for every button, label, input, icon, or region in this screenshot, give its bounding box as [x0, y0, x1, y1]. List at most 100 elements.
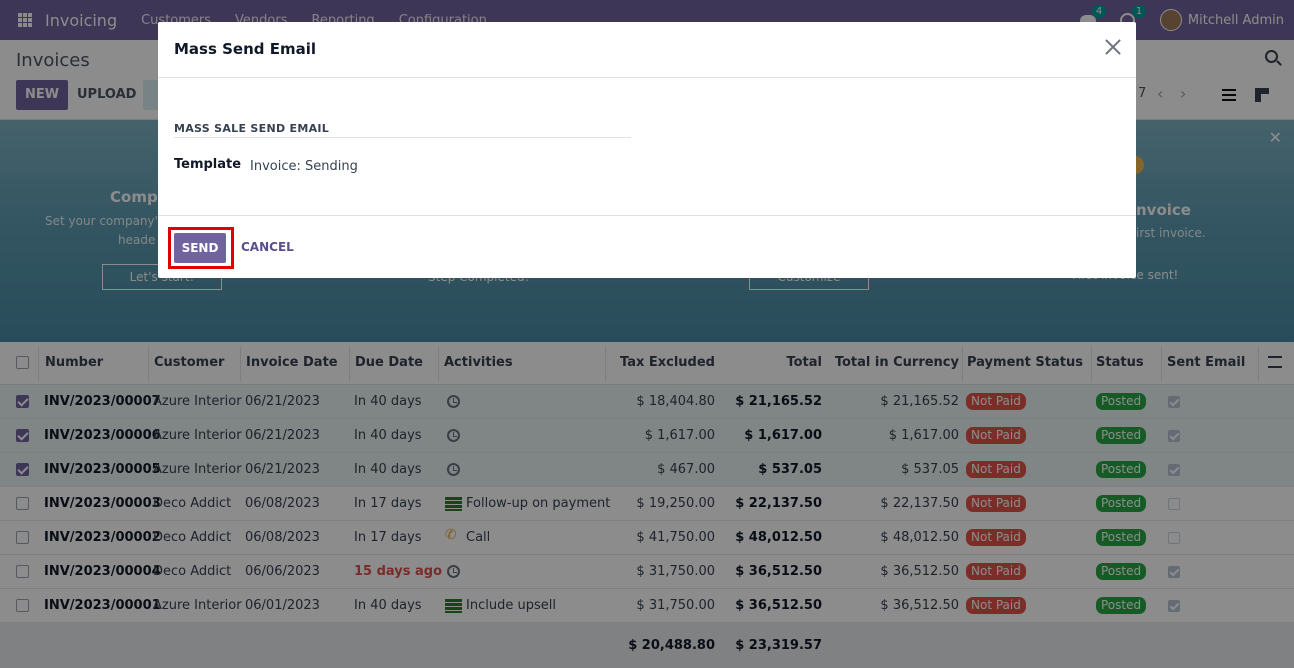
cell-invoice-date: 06/08/2023 [245, 496, 320, 511]
cell-total: $ 537.05 [758, 462, 822, 477]
header-number[interactable]: Number [45, 355, 104, 370]
kanban-view-icon[interactable] [1255, 88, 1269, 102]
table-row[interactable]: INV/2023/00004 Deco Addict 06/06/2023 15… [0, 555, 1294, 589]
cell-tax-excluded: $ 31,750.00 [636, 564, 715, 579]
header-tax-excluded[interactable]: Tax Excluded [620, 355, 715, 370]
sent-email-checkbox [1168, 532, 1180, 544]
row-checkbox[interactable] [16, 429, 29, 442]
table-row[interactable]: INV/2023/00007 Azure Interior 06/21/2023… [0, 385, 1294, 419]
header-invoice-date[interactable]: Invoice Date [246, 355, 338, 370]
header-customer[interactable]: Customer [154, 355, 225, 370]
cell-invoice-date: 06/01/2023 [245, 598, 320, 613]
cell-number: INV/2023/00005 [44, 462, 161, 477]
activity-clock-icon[interactable] [447, 565, 460, 578]
row-checkbox[interactable] [16, 463, 29, 476]
selection-button[interactable] [143, 80, 161, 110]
activity-clock-icon[interactable] [447, 463, 460, 476]
cell-total: $ 36,512.50 [735, 598, 822, 613]
select-all-checkbox[interactable] [16, 356, 29, 369]
cell-customer: Azure Interior [153, 394, 242, 409]
activity-clock-icon[interactable] [447, 429, 460, 442]
cell-total-currency: $ 36,512.50 [880, 564, 959, 579]
cell-invoice-date: 06/06/2023 [245, 564, 320, 579]
cell-total: $ 48,012.50 [735, 530, 822, 545]
header-due-date[interactable]: Due Date [355, 355, 423, 370]
table-row[interactable]: INV/2023/00001 Azure Interior 06/01/2023… [0, 589, 1294, 623]
table-header: Number Customer Invoice Date Due Date Ac… [0, 342, 1294, 385]
row-checkbox[interactable] [16, 565, 29, 578]
header-payment-status[interactable]: Payment Status [967, 355, 1083, 370]
cell-invoice-date: 06/21/2023 [245, 394, 320, 409]
row-checkbox[interactable] [16, 531, 29, 544]
optional-columns-icon[interactable] [1268, 356, 1282, 368]
invoice-table: Number Customer Invoice Date Due Date Ac… [0, 342, 1294, 668]
activity-label[interactable]: Call [466, 530, 491, 545]
cell-tax-excluded: $ 41,750.00 [636, 530, 715, 545]
header-sent-email[interactable]: Sent Email [1167, 355, 1246, 370]
template-label: Template [174, 157, 242, 172]
user-avatar[interactable] [1159, 9, 1182, 31]
sent-email-checkbox [1168, 498, 1180, 510]
todo-activity-icon[interactable] [445, 497, 462, 511]
row-checkbox[interactable] [16, 395, 29, 408]
cell-total-currency: $ 1,617.00 [888, 428, 959, 443]
phone-activity-icon[interactable]: ✆ [445, 527, 457, 543]
template-field[interactable]: Invoice: Sending [250, 159, 358, 174]
sent-email-checkbox [1168, 600, 1180, 612]
cell-total-currency: $ 22,137.50 [880, 496, 959, 511]
cell-invoice-date: 06/21/2023 [245, 428, 320, 443]
pager-next-icon[interactable]: › [1180, 84, 1187, 103]
modal-footer: SEND CANCEL [158, 215, 1136, 278]
cell-due-date: In 40 days [354, 428, 422, 443]
section-divider [174, 137, 631, 138]
status-badge: Posted [1096, 427, 1147, 444]
activity-label[interactable]: Include upsell [466, 598, 556, 613]
status-badge: Posted [1096, 393, 1147, 410]
app-name[interactable]: Invoicing [45, 10, 118, 30]
new-button[interactable]: NEW [16, 80, 69, 110]
payment-status-badge: Not Paid [966, 427, 1026, 444]
cell-tax-excluded: $ 31,750.00 [636, 598, 715, 613]
header-total[interactable]: Total [786, 355, 822, 370]
header-activities[interactable]: Activities [444, 355, 513, 370]
chat-count-badge: 4 [1091, 5, 1107, 18]
close-icon[interactable] [1104, 38, 1122, 56]
cell-due-date: In 17 days [354, 530, 422, 545]
table-row[interactable]: INV/2023/00003 Deco Addict 06/08/2023 In… [0, 487, 1294, 521]
user-name[interactable]: Mitchell Admin [1187, 12, 1284, 28]
table-row[interactable]: INV/2023/00005 Azure Interior 06/21/2023… [0, 453, 1294, 487]
cell-tax-excluded: $ 467.00 [657, 462, 715, 477]
upload-button[interactable]: UPLOAD [68, 80, 146, 110]
payment-status-badge: Not Paid [966, 495, 1026, 512]
row-checkbox[interactable] [16, 497, 29, 510]
header-status[interactable]: Status [1096, 355, 1144, 370]
activity-clock-icon[interactable] [447, 395, 460, 408]
cancel-button[interactable]: CANCEL [241, 240, 294, 254]
pager-value[interactable]: 7 [1138, 86, 1147, 101]
cell-customer: Deco Addict [153, 564, 232, 579]
todo-activity-icon[interactable] [445, 599, 462, 613]
pager-prev-icon[interactable]: ‹ [1157, 84, 1164, 103]
sent-email-checkbox [1168, 464, 1180, 476]
header-total-currency[interactable]: Total in Currency [834, 355, 959, 370]
banner-close-icon[interactable]: ✕ [1268, 128, 1282, 147]
search-icon[interactable] [1265, 50, 1278, 63]
cell-invoice-date: 06/21/2023 [245, 462, 320, 477]
cell-number: INV/2023/00007 [44, 394, 161, 409]
cell-customer: Deco Addict [153, 530, 232, 545]
cell-customer: Deco Addict [153, 496, 232, 511]
payment-status-badge: Not Paid [966, 563, 1026, 580]
table-footer: $ 20,488.80 $ 23,319.57 [0, 623, 1294, 668]
cell-due-date: In 17 days [354, 496, 422, 511]
send-button[interactable]: SEND [174, 233, 226, 263]
table-row[interactable]: INV/2023/00002 Deco Addict 06/08/2023 In… [0, 521, 1294, 555]
list-view-icon[interactable] [1222, 89, 1236, 101]
activity-label[interactable]: Follow-up on payment [466, 496, 611, 511]
table-row[interactable]: INV/2023/00006 Azure Interior 06/21/2023… [0, 419, 1294, 453]
row-checkbox[interactable] [16, 599, 29, 612]
apps-grid-icon[interactable] [18, 13, 32, 27]
step1-desc-2: heade [118, 233, 156, 247]
send-highlight-box [168, 227, 234, 269]
status-badge: Posted [1096, 563, 1147, 580]
cell-total: $ 22,137.50 [735, 496, 822, 511]
